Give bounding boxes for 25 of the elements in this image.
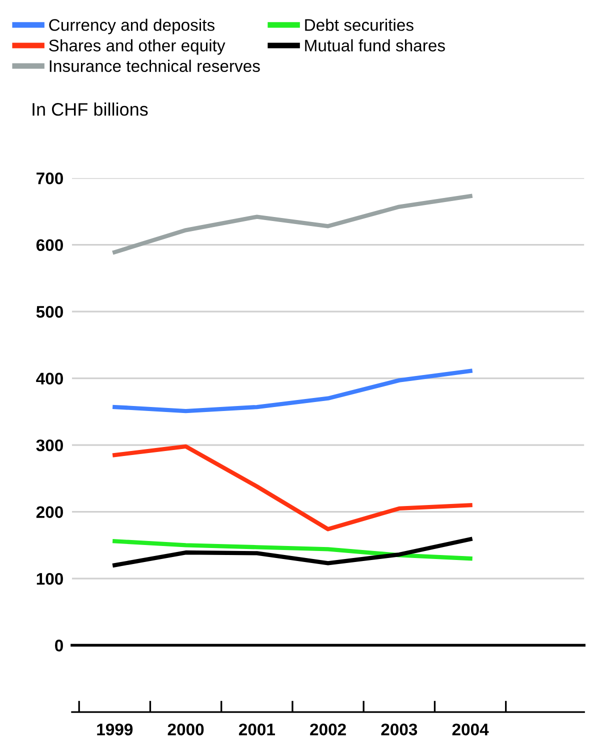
x-tick-label: 2003 [381, 724, 418, 736]
y-tick-label: 200 [36, 506, 63, 518]
legend-label: Insurance technical reserves [50, 60, 260, 72]
y-tick-label: 500 [36, 306, 63, 318]
legend-label: Currency and deposits [49, 18, 214, 34]
line-series [112, 444, 472, 532]
y-tick-label: 300 [36, 439, 63, 452]
y-tick-label: 100 [36, 572, 63, 585]
x-tick-label: 1999 [97, 724, 133, 736]
x-tick-label: 2000 [168, 724, 204, 736]
y-tick-label: 600 [36, 239, 63, 252]
y-tick-label: 400 [36, 372, 63, 385]
legend-label: Mutual fund shares [305, 39, 445, 52]
legend-label: Debt securities [305, 18, 414, 31]
x-tick-label: 2001 [238, 724, 275, 736]
line-series [112, 539, 472, 561]
line-series [112, 537, 472, 568]
x-tick-label: 2004 [452, 724, 489, 736]
line-series [112, 368, 472, 414]
y-axis-title: In CHF billions [32, 102, 148, 116]
legend-label: Shares and other equity [49, 39, 226, 55]
y-tick-label: 700 [36, 172, 63, 184]
line-series [112, 194, 472, 254]
y-tick-label: 0 [55, 640, 63, 652]
x-tick-label: 2002 [310, 724, 346, 736]
